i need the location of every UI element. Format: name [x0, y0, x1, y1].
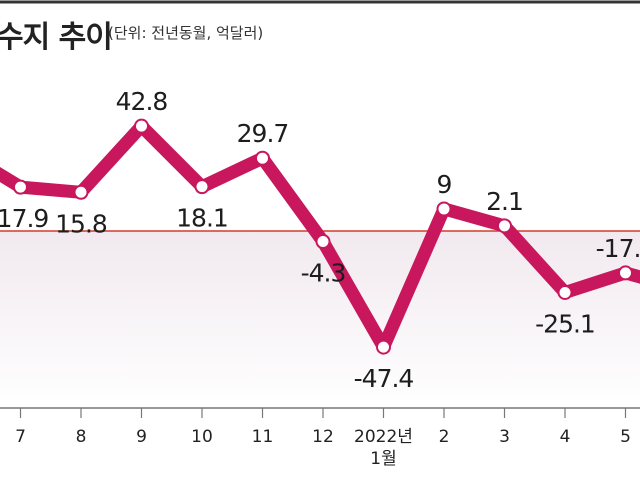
x-tick-label: 5 — [620, 427, 631, 447]
x-tick-label: 9 — [136, 427, 147, 447]
data-label: 42.8 — [116, 87, 168, 116]
data-point — [194, 179, 210, 195]
x-tick-label: 11 — [252, 427, 274, 447]
data-label: -17.1 — [596, 234, 640, 263]
data-label: 15.8 — [55, 209, 107, 238]
data-label: -4.3 — [301, 259, 346, 288]
data-point — [497, 218, 512, 234]
data-point — [436, 201, 452, 217]
x-tick-label: 2022년 — [354, 427, 413, 447]
data-label: -47.4 — [354, 364, 414, 393]
data-point — [557, 284, 573, 300]
x-tick-label: 10 — [191, 427, 213, 447]
data-label: 9 — [437, 170, 452, 199]
data-label: 2.1 — [486, 187, 523, 216]
x-tick-label: 2 — [439, 427, 450, 447]
data-point — [376, 339, 391, 355]
chart-unit-note: (단위: 전년동월, 억달러) — [108, 24, 264, 42]
data-point — [618, 265, 633, 281]
x-tick-label: 8 — [76, 427, 87, 447]
x-tick-label: 3 — [499, 427, 510, 447]
data-label: 18.1 — [176, 204, 228, 233]
x-tick-label: 12 — [312, 427, 334, 447]
data-point — [255, 150, 270, 166]
x-tick-label: 4 — [560, 427, 571, 447]
data-point — [134, 118, 149, 134]
data-label: 17.9 — [0, 204, 48, 233]
x-tick-label-line2: 1월 — [370, 449, 396, 469]
data-label: 29.7 — [237, 119, 289, 148]
x-tick-label: 7 — [15, 427, 26, 447]
data-point — [315, 234, 331, 250]
data-point — [73, 184, 89, 200]
chart-title: 수지 추이 — [0, 20, 113, 55]
data-label: -25.1 — [535, 309, 595, 338]
data-point — [13, 179, 28, 195]
